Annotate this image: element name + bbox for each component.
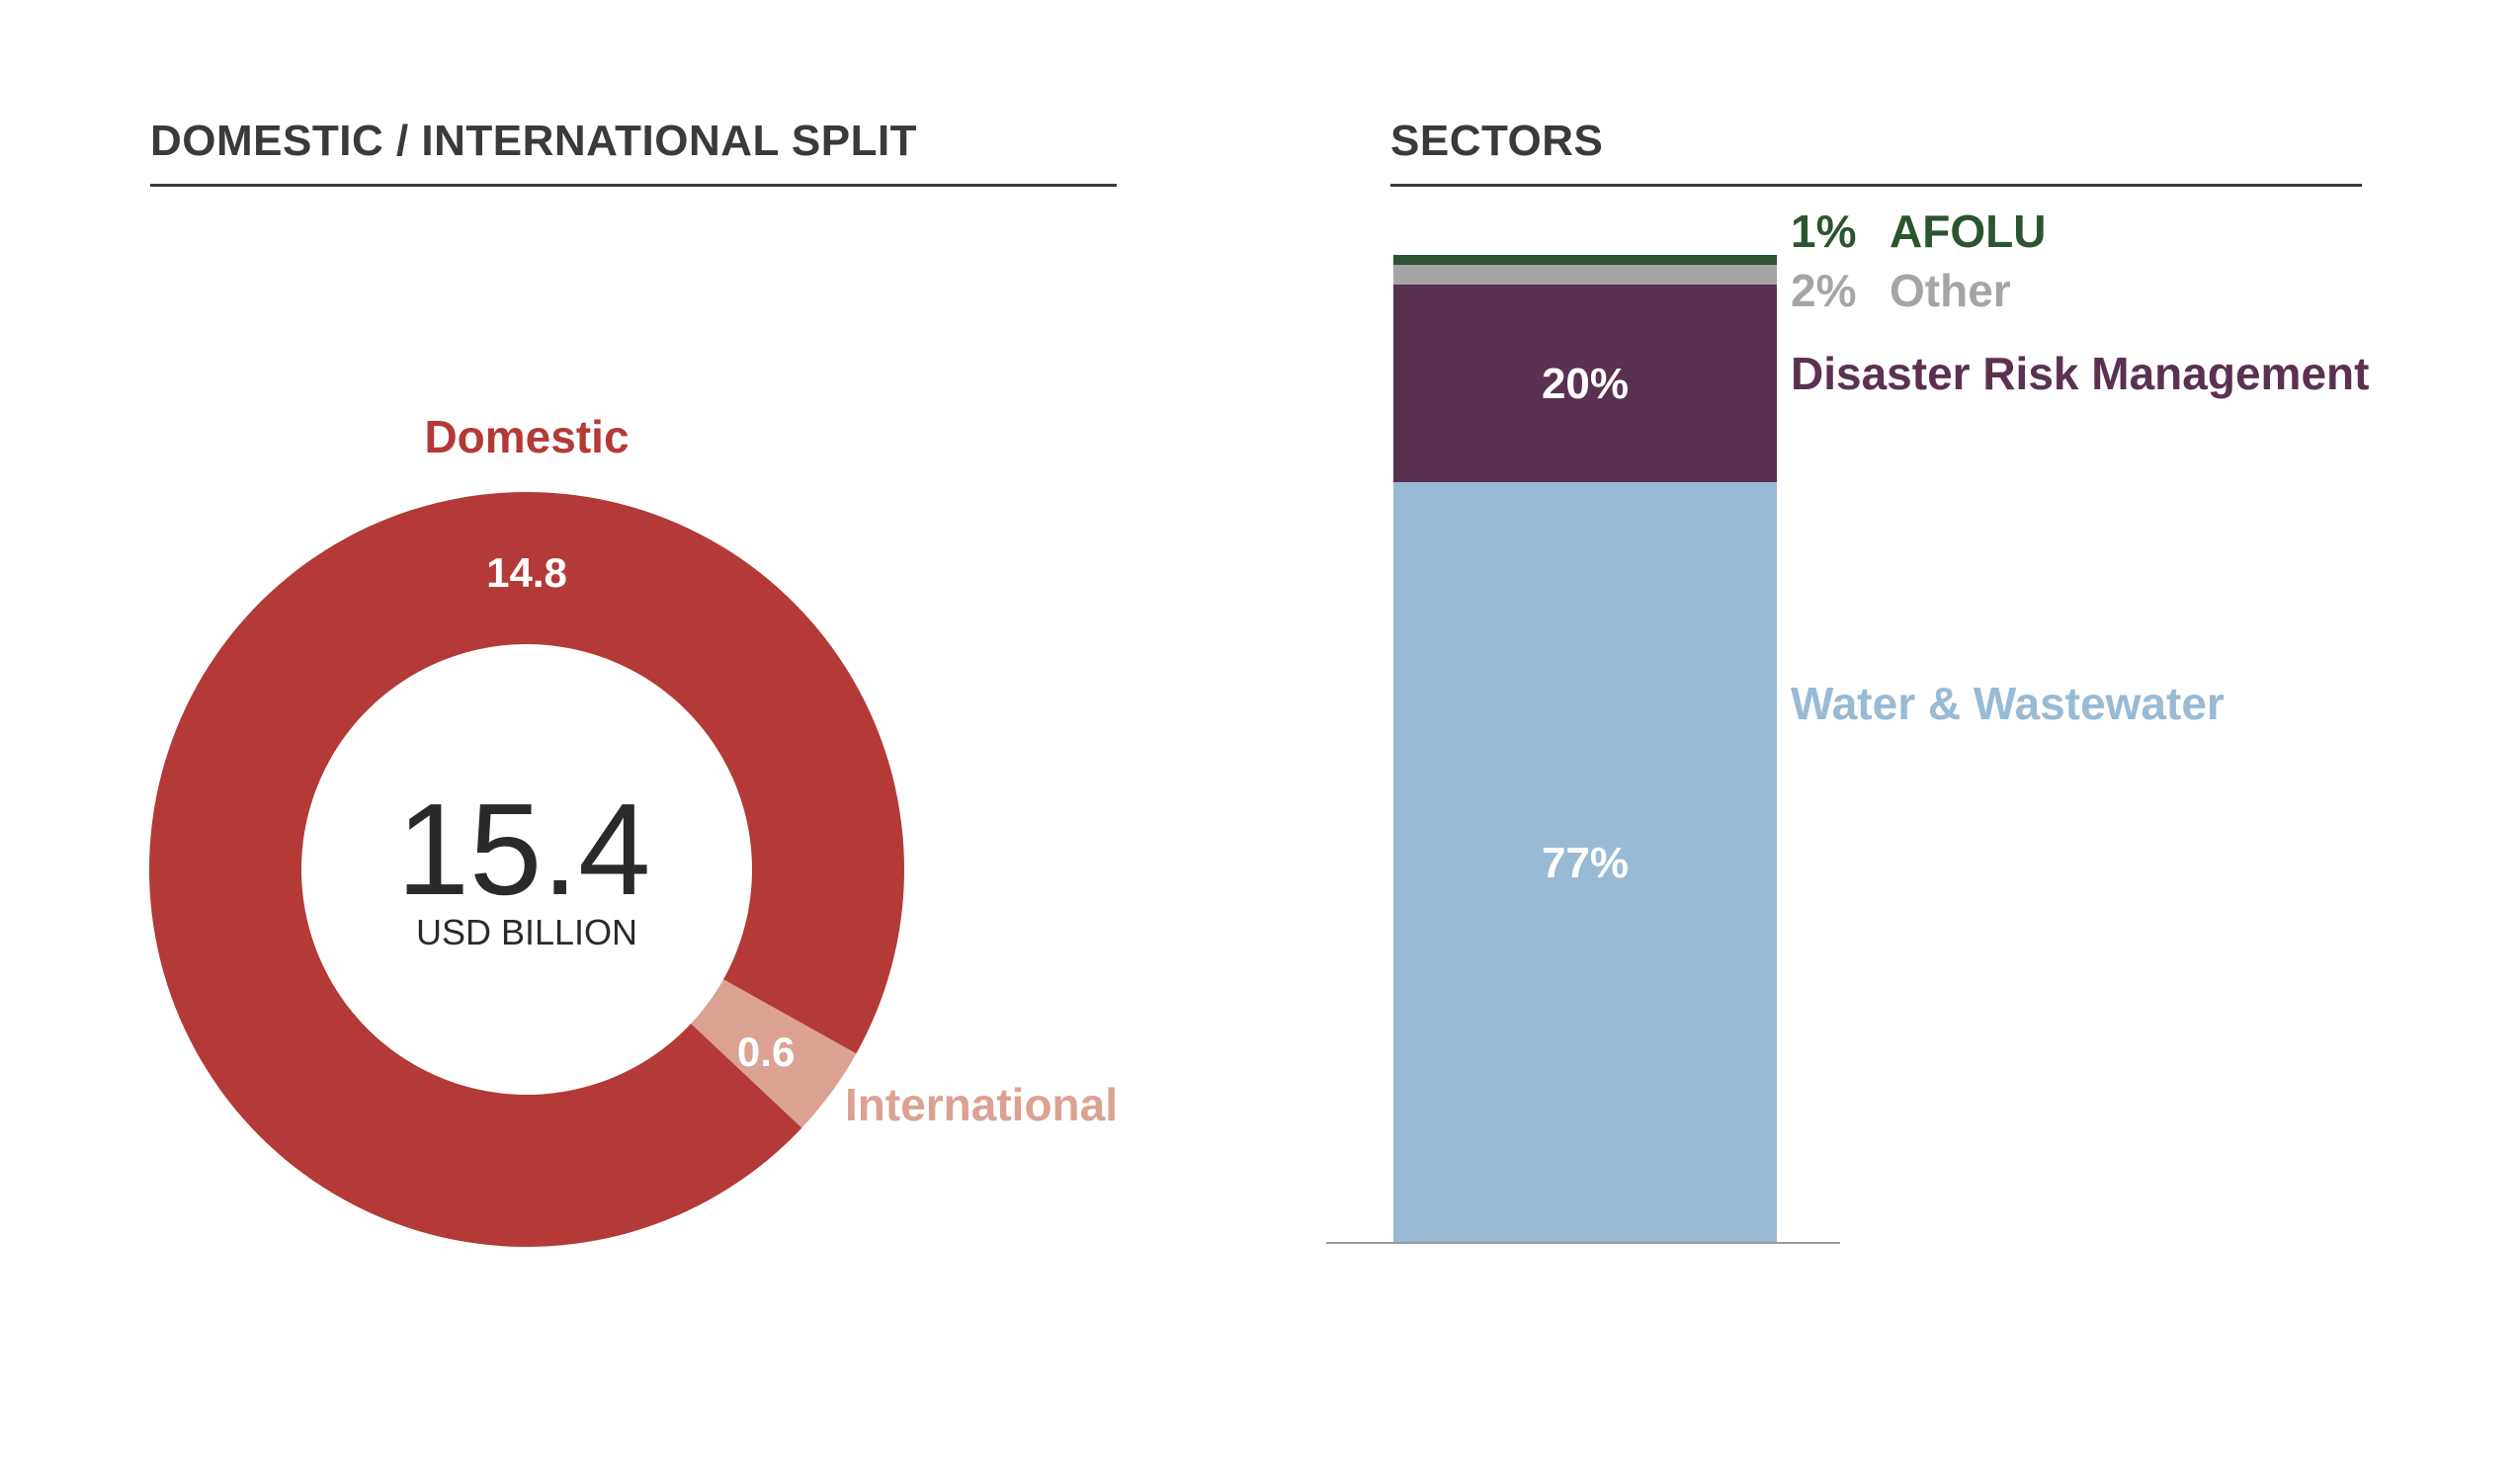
donut-value-domestic: 14.8 xyxy=(486,549,567,596)
donut-slice-domestic xyxy=(149,492,904,1247)
bar-value-water-wastewater: 77% xyxy=(1542,839,1629,887)
donut-panel-title: DOMESTIC / INTERNATIONAL SPLIT xyxy=(150,117,918,165)
bar-label-afolu: AFOLU xyxy=(1890,206,2046,257)
bar-label-water-wastewater: Water & Wastewater xyxy=(1791,678,2225,729)
bar-value-disaster-risk-management: 20% xyxy=(1542,360,1629,408)
sectors-stacked-bar: 77% Water & Wastewater 20% Disaster Risk Ma… xyxy=(1393,206,2369,1243)
sectors-panel-title: SECTORS xyxy=(1390,117,1604,165)
donut-panel-rule xyxy=(150,184,1117,187)
donut-value-international: 0.6 xyxy=(737,1029,795,1075)
bar-label-disaster-risk-management: Disaster Risk Management xyxy=(1791,348,2369,399)
bar-value-other: 2% xyxy=(1791,265,1856,316)
bar-segment-water-wastewater xyxy=(1393,482,1777,1243)
bar-segment-afolu xyxy=(1393,255,1777,265)
donut-chart: 15.4 USD BILLION 14.8 0.6 Domestic Internat… xyxy=(149,411,1118,1247)
sectors-panel-rule xyxy=(1390,184,2362,187)
donut-center-value: 15.4 xyxy=(397,777,651,922)
donut-slice-international xyxy=(691,979,857,1128)
donut-label-international: International xyxy=(845,1079,1118,1130)
bar-segment-disaster-risk-management xyxy=(1393,285,1777,482)
bar-label-other: Other xyxy=(1890,265,2011,316)
bar-value-afolu: 1% xyxy=(1791,206,1856,257)
donut-label-domestic: Domestic xyxy=(424,411,629,462)
donut-center-unit: USD BILLION xyxy=(416,912,637,952)
bar-segment-other xyxy=(1393,265,1777,285)
